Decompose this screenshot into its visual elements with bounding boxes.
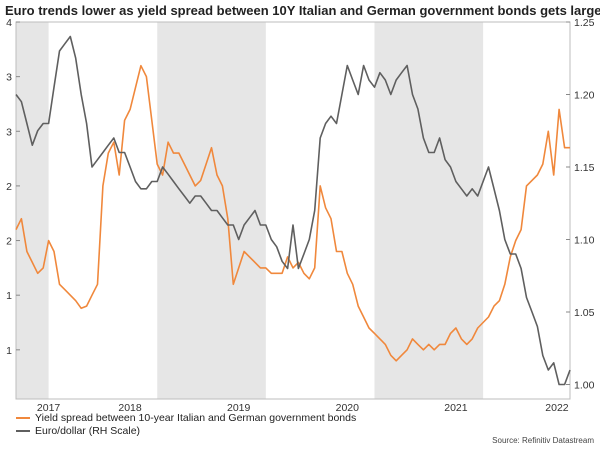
left-tick-label: 4 xyxy=(6,17,12,29)
legend-swatch-spread xyxy=(16,417,30,419)
right-tick-label: 1.10 xyxy=(574,235,595,247)
legend-label-eurusd: Euro/dollar (RH Scale) xyxy=(35,425,141,437)
left-tick-label: 1 xyxy=(6,345,12,357)
shaded-regions xyxy=(16,22,484,399)
right-tick-label: 1.15 xyxy=(574,162,595,174)
chart-title: Euro trends lower as yield spread betwee… xyxy=(5,3,600,18)
left-tick-label: 1 xyxy=(6,290,12,302)
x-tick-label: 2021 xyxy=(444,402,468,414)
right-tick-label: 1.05 xyxy=(574,307,595,319)
left-tick-label: 3 xyxy=(6,72,12,84)
right-tick-label: 1.25 xyxy=(574,17,595,29)
legend-item-spread: Yield spread between 10-year Italian and… xyxy=(16,412,356,424)
shaded-region-0 xyxy=(16,22,49,399)
legend-label-spread: Yield spread between 10-year Italian and… xyxy=(35,412,357,424)
series-line-eurusd xyxy=(15,35,571,386)
series-lines xyxy=(15,35,571,386)
left-tick-label: 2 xyxy=(6,236,12,248)
plot-frame xyxy=(15,21,571,400)
legend-swatch-eurusd xyxy=(16,430,30,432)
source-note: Source: Refinitiv Datastream xyxy=(492,436,594,445)
left-axis: 1 1 2 2 3 3 4 xyxy=(6,17,20,357)
right-tick-label: 1.20 xyxy=(574,90,595,102)
x-tick-label: 2019 xyxy=(227,402,251,414)
right-axis: 1.00 1.05 1.10 1.15 1.20 1.25 xyxy=(566,17,595,392)
x-tick-label: 2018 xyxy=(118,402,142,414)
left-tick-label: 2 xyxy=(6,181,12,193)
x-tick-label: 2020 xyxy=(336,402,360,414)
series-line-yield-spread xyxy=(15,64,570,362)
shaded-region-2 xyxy=(374,22,484,399)
legend-item-eurusd: Euro/dollar (RH Scale) xyxy=(16,425,140,437)
right-tick-label: 1.00 xyxy=(574,380,595,392)
x-tick-label: 2017 xyxy=(37,402,61,414)
x-tick-label: 2022 xyxy=(545,402,569,414)
x-axis: 2017 2018 2019 2020 2021 2022 xyxy=(37,402,569,414)
left-tick-label: 3 xyxy=(6,126,12,138)
